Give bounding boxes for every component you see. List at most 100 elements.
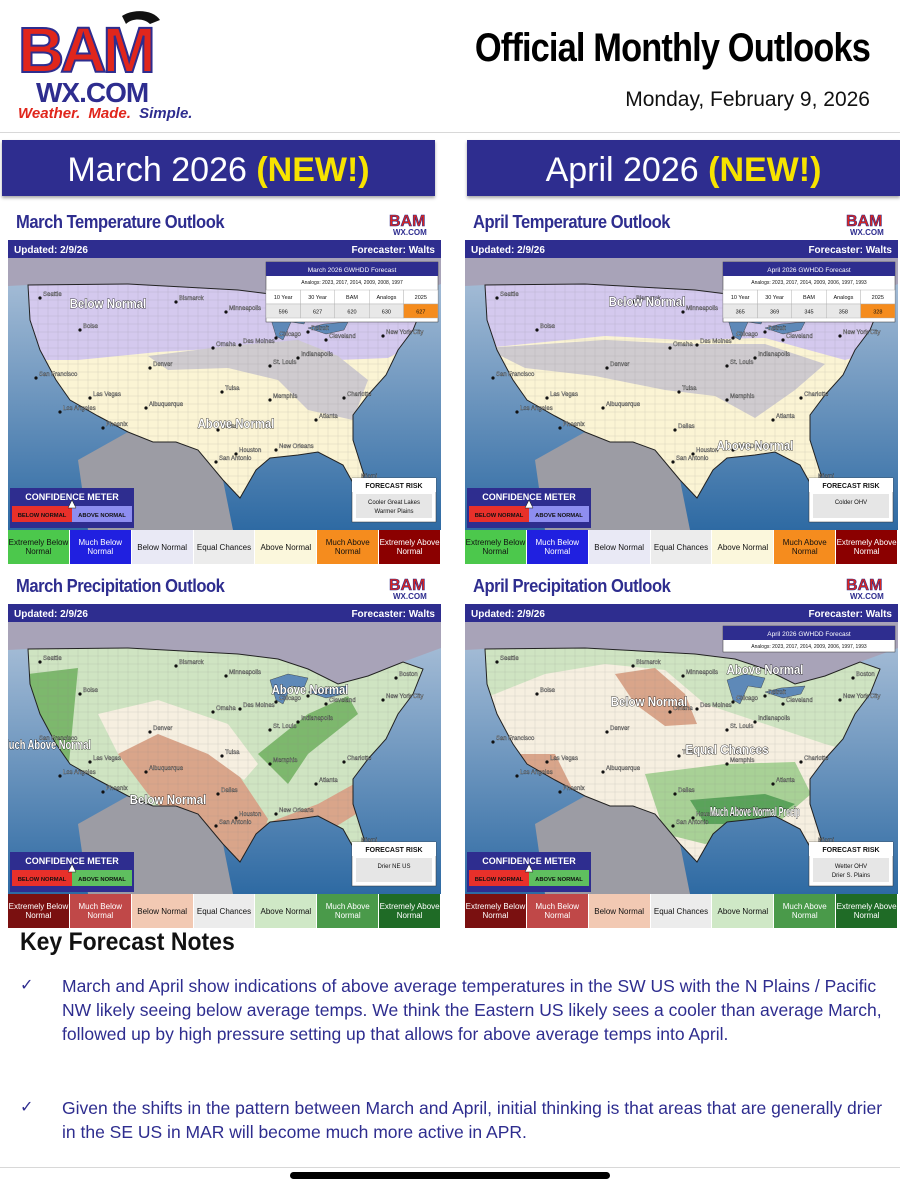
forecaster-label: Forecaster: Walts bbox=[351, 609, 435, 620]
city-label: Houston bbox=[696, 812, 718, 818]
confidence-below: BELOW NORMAL bbox=[475, 513, 524, 519]
city-dot bbox=[88, 396, 92, 400]
risk-line-2: Warmer Plains bbox=[374, 509, 413, 515]
city-label: Tulsa bbox=[682, 750, 697, 756]
city-dot bbox=[799, 396, 803, 400]
confidence-meter: CONFIDENCE METER BELOW NORMAL ABOVE NORMAL bbox=[10, 488, 134, 528]
risk-title: FORECAST RISK bbox=[365, 483, 422, 490]
new-badge: (NEW!) bbox=[708, 151, 822, 189]
city-dot bbox=[631, 664, 635, 668]
city-label: New York City bbox=[386, 330, 423, 336]
city-label: Albuquerque bbox=[606, 402, 641, 408]
panel-title: March Precipitation Outlook bbox=[16, 576, 225, 596]
city-dot bbox=[695, 343, 699, 347]
forecast-risk-box: FORECAST RISK Cooler Great Lakes Warmer Pl… bbox=[351, 477, 437, 523]
city-dot bbox=[691, 452, 695, 456]
logo-domain-text: WX.COM bbox=[36, 77, 148, 108]
city-label: Los Angeles bbox=[63, 406, 96, 412]
great-lakes bbox=[726, 673, 766, 705]
confidence-above: ABOVE NORMAL bbox=[535, 877, 583, 883]
city-label: Detroit bbox=[311, 326, 329, 332]
precipitation-legend: Extremely Below Normal Much Below Normal B… bbox=[8, 894, 441, 928]
legend-item: Extremely Above Normal bbox=[836, 530, 898, 564]
city-label: Dallas bbox=[221, 788, 238, 794]
city-label: Charlotte bbox=[347, 392, 372, 398]
gwhdd-table: April 2026 GWHDD Forecast Analogs: 2023, … bbox=[722, 261, 896, 323]
city-label: Minneapolis bbox=[686, 306, 718, 312]
legend-item: Much Above Normal bbox=[774, 530, 837, 564]
gwhdd-analogs: Analogs: 2023, 2017, 2014, 2009, 2006, 1… bbox=[751, 644, 867, 650]
region-label: Above Normal bbox=[272, 683, 349, 697]
temperature-legend: Extremely Below Normal Much Below Normal B… bbox=[8, 530, 441, 564]
city-label: Cleveland bbox=[786, 698, 813, 704]
confidence-meter: CONFIDENCE METER BELOW NORMAL ABOVE NORMAL bbox=[467, 852, 591, 892]
month-banner-march: March 2026 (NEW!) bbox=[2, 140, 435, 196]
city-label: Charlotte bbox=[804, 392, 829, 398]
city-label: Indianapolis bbox=[758, 716, 790, 722]
city-label: Omaha bbox=[216, 706, 236, 712]
city-label: Chicago bbox=[279, 696, 302, 702]
city-dot bbox=[324, 702, 328, 706]
header-divider bbox=[0, 132, 900, 133]
gwhdd-value: 627 bbox=[313, 310, 322, 316]
city-dot bbox=[495, 296, 499, 300]
legend-item: Much Below Normal bbox=[69, 894, 132, 928]
city-dot bbox=[144, 406, 148, 410]
logo-tagline-2: Made. bbox=[88, 105, 131, 122]
city-label: Memphis bbox=[730, 758, 754, 764]
city-dot bbox=[58, 774, 62, 778]
note-text: March and April show indications of abov… bbox=[62, 976, 882, 1044]
logo-tagline-1: Weather. bbox=[18, 105, 80, 122]
city-label: Albuquerque bbox=[149, 766, 184, 772]
city-dot bbox=[491, 376, 495, 380]
gwhdd-header: BAM bbox=[803, 295, 815, 301]
confidence-pointer-icon bbox=[524, 863, 534, 873]
panel-march-precip: March Precipitation Outlook BAM WX.COM Se… bbox=[8, 572, 441, 928]
confidence-below: BELOW NORMAL bbox=[18, 513, 67, 519]
mini-logo-text: BAM bbox=[846, 213, 882, 230]
gwhdd-title: April 2026 GWHDD Forecast bbox=[767, 631, 851, 638]
legend-item: Extremely Below Normal bbox=[465, 530, 527, 564]
city-label: Bismarck bbox=[179, 296, 205, 302]
city-dot bbox=[274, 448, 278, 452]
city-label: Bismarck bbox=[179, 660, 205, 666]
city-label: San Antonio bbox=[219, 820, 252, 826]
canada-land bbox=[8, 604, 441, 684]
panel-title: April Temperature Outlook bbox=[473, 212, 671, 232]
legend-item: Extremely Above Normal bbox=[379, 530, 441, 564]
confidence-above: ABOVE NORMAL bbox=[78, 513, 126, 519]
city-label: San Antonio bbox=[219, 456, 252, 462]
region-label: Below Normal bbox=[70, 297, 147, 311]
gwhdd-value: 627 bbox=[416, 310, 425, 316]
city-label: Phoenix bbox=[563, 422, 585, 428]
city-label: Minneapolis bbox=[229, 306, 261, 312]
city-dot bbox=[781, 702, 785, 706]
home-indicator[interactable] bbox=[290, 1172, 610, 1179]
gwhdd-analogs: Analogs: 2023, 2017, 2014, 2009, 2008, 1… bbox=[301, 280, 403, 286]
city-label: Boise bbox=[540, 324, 556, 330]
legend-item: Equal Chances bbox=[193, 894, 256, 928]
city-dot bbox=[324, 338, 328, 342]
city-label: Los Angeles bbox=[63, 770, 96, 776]
city-label: New Orleans bbox=[279, 808, 314, 814]
new-badge: (NEW!) bbox=[256, 151, 370, 189]
forecast-risk-box: FORECAST RISK Colder OHV bbox=[808, 477, 894, 523]
legend-item: Much Above Normal bbox=[317, 530, 380, 564]
city-dot bbox=[38, 660, 42, 664]
city-label: St. Louis bbox=[273, 724, 296, 730]
city-dot bbox=[38, 296, 42, 300]
forecaster-label: Forecaster: Walts bbox=[808, 245, 892, 256]
city-label: Omaha bbox=[673, 342, 693, 348]
mini-logo-domain: WX.COM bbox=[850, 228, 884, 237]
city-dot bbox=[677, 754, 681, 758]
city-dot bbox=[673, 792, 677, 796]
city-label: San Antonio bbox=[676, 820, 709, 826]
city-dot bbox=[731, 336, 735, 340]
legend-item: Equal Chances bbox=[650, 894, 713, 928]
gwhdd-value: 620 bbox=[347, 310, 356, 316]
panel-april-temp: April Temperature Outlook BAM WX.COM Seat… bbox=[465, 208, 898, 564]
city-label: San Francisco bbox=[39, 372, 78, 378]
temperature-legend: Extremely Below Normal Much Below Normal B… bbox=[465, 530, 898, 564]
updated-label: Updated: 2/9/26 bbox=[14, 245, 88, 256]
